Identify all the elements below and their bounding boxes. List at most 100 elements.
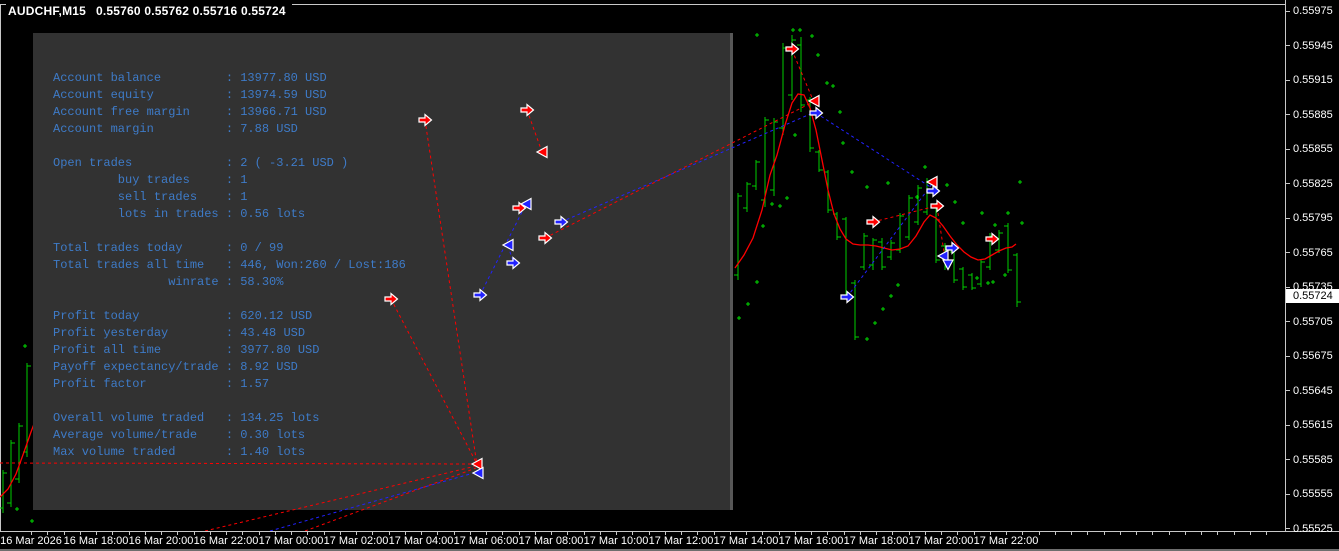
panel-line-spacer [53,393,406,410]
time-tick [64,532,65,535]
panel-line-trades-all-time: Total trades all time : 446, Won:260 / L… [53,258,406,272]
ohlc-quote-label: 0.55760 0.55762 0.55716 0.55724 [96,4,286,18]
panel-line-open-trades: Open trades : 2 ( -3.21 USD ) [53,156,349,170]
time-tick [1120,532,1121,535]
time-tick [1006,532,1007,535]
time-tick [96,532,97,535]
time-tick [437,532,438,535]
time-tick [811,532,812,535]
price-tick [1285,459,1290,460]
panel-line-max-volume: Max volume traded : 1.40 lots [53,445,306,459]
time-tick [129,532,130,535]
price-label: 0.55795 [1293,212,1333,224]
time-tick [1201,532,1202,535]
time-tick [551,532,552,535]
price-tick [1285,493,1290,495]
time-label: 16 Mar 2026 [0,535,62,547]
panel-line-account-balance: Account balance : 13977.80 USD [53,71,327,85]
time-tick [909,532,910,535]
time-tick [1104,532,1105,535]
panel-line-profit-today: Profit today : 620.12 USD [53,309,313,323]
time-label: 17 Mar 18:00 [843,535,909,547]
price-tick [1285,79,1290,81]
ea-info-text: Account balance : 13977.80 USD Account e… [53,70,406,461]
price-label: 0.55855 [1293,143,1333,155]
price-axis[interactable]: 0.55724 0.55975 0.55945 0.55915 0.55885 0.55… [1285,0,1339,535]
time-tick [681,532,682,535]
panel-line-spacer [53,291,406,308]
ma-line-red [734,93,1017,269]
current-price-tag: 0.55724 [1286,289,1339,303]
symbol-period-label: AUDCHF,M15 [8,4,87,18]
ea-info-panel: Account balance : 13977.80 USD Account e… [33,33,733,510]
time-label: 17 Mar 08:00 [518,535,584,547]
price-label: 0.55765 [1293,246,1333,259]
panel-line-account-equity: Account equity : 13974.59 USD [53,88,327,102]
panel-line-profit-yesterday: Profit yesterday : 43.48 USD [53,326,306,340]
chart-title: AUDCHF,M15 0.55760 0.55762 0.55716 0.5572… [6,2,292,20]
time-label: 17 Mar 10:00 [583,535,649,547]
price-label: 0.55735 [1293,281,1333,293]
price-tick [1285,148,1290,150]
price-tick [1285,355,1290,357]
time-tick [860,532,861,535]
time-label: 17 Mar 04:00 [388,535,454,547]
price-label: 0.55945 [1293,39,1333,52]
time-label: 17 Mar 22:00 [973,535,1039,547]
price-label: 0.55825 [1293,177,1333,190]
time-tick [1022,532,1023,535]
time-label: 17 Mar 00:00 [258,535,324,547]
panel-line-spacer [53,138,406,155]
time-tick [1152,532,1153,535]
chart-top-border [0,4,1285,5]
price-tick [1285,528,1290,529]
panel-line-winrate: winrate : 58.30% [53,275,284,289]
time-tick [161,532,162,535]
time-tick [1039,532,1040,535]
time-tick [275,532,276,535]
price-label: 0.55675 [1293,350,1333,362]
time-tick [454,532,455,535]
price-tick [1285,252,1290,253]
price-label: 0.55615 [1293,419,1333,431]
price-label: 0.55555 [1293,488,1333,500]
time-tick [567,532,568,535]
time-tick [340,532,341,535]
time-tick [665,532,666,535]
time-tick [600,532,601,535]
time-tick [112,532,113,535]
price-tick [1285,424,1290,426]
window-frame-bottom [0,549,1339,551]
time-tick [1136,532,1137,535]
time-label: 17 Mar 14:00 [713,535,779,547]
time-tick [941,532,942,535]
time-tick [486,532,487,535]
price-tick [1285,286,1290,288]
panel-line-free-margin: Account free margin : 13966.71 USD [53,105,327,119]
time-tick [714,532,715,535]
time-tick [519,532,520,535]
panel-line-trades-today: Total trades today : 0 / 99 [53,241,284,255]
time-tick [307,532,308,535]
price-tick [1285,390,1290,391]
time-tick [1071,532,1072,535]
time-tick [421,532,422,535]
panel-line-profit-all-time: Profit all time : 3977.80 USD [53,343,320,357]
time-tick [1217,532,1218,535]
price-label: 0.55525 [1293,522,1333,535]
time-label: 17 Mar 12:00 [648,535,714,547]
time-axis[interactable]: 16 Mar 2026 16 Mar 18:00 16 Mar 20:00 16 Ma… [0,532,1339,551]
panel-line-payoff-expectancy: Payoff expectancy/trade : 8.92 USD [53,360,298,374]
time-tick [649,532,650,535]
time-tick [827,532,828,535]
price-label: 0.55975 [1293,5,1333,17]
time-label: 17 Mar 02:00 [323,535,389,547]
time-label: 16 Mar 18:00 [63,535,129,547]
time-tick [876,532,877,535]
time-tick [632,532,633,535]
time-tick [762,532,763,535]
price-tick [1285,183,1290,184]
panel-line-average-volume: Average volume/trade : 0.30 lots [53,428,306,442]
time-tick [291,532,292,535]
